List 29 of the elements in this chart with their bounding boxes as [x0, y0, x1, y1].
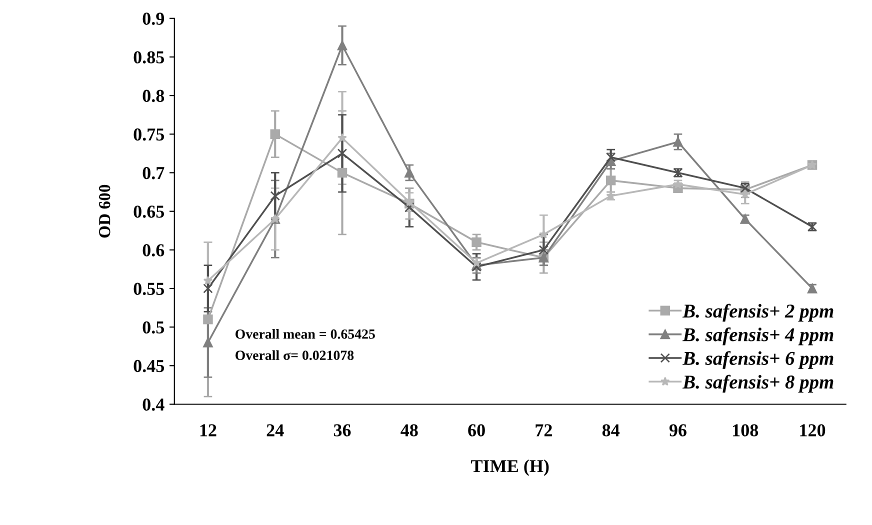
y-tick-label: 0.55	[134, 282, 164, 296]
x-tick-label: 24	[266, 424, 284, 436]
x-tick-label: 72	[536, 424, 552, 436]
x-tick-label: 84	[602, 424, 620, 436]
annotation: Overall σ= 0.021078	[236, 350, 354, 360]
y-tick-label: 0.65	[134, 206, 164, 218]
x-tick-label: 108	[733, 424, 758, 436]
y-tick-label: 0.6	[142, 244, 164, 256]
legend-label: B. safensis+ 2 ppm	[682, 304, 834, 322]
x-tick-label: 96	[669, 424, 686, 436]
x-tick-label: 36	[334, 424, 351, 436]
x-axis-title: TIME (H)	[471, 460, 549, 476]
x-tick-label: 60	[468, 424, 485, 436]
y-tick-label: 0.45	[134, 360, 164, 372]
y-tick-label: 0.85	[134, 51, 164, 64]
y-tick-label: 0.9	[142, 12, 164, 25]
legend-label: B. safensis+ 8 ppm	[682, 374, 834, 393]
y-tick-label: 0.7	[142, 166, 164, 180]
y-axis-title: OD 600	[99, 184, 110, 238]
legend-label: B. safensis+ 6 ppm	[682, 351, 834, 369]
y-tick-label: 0.5	[142, 321, 164, 334]
x-tick-label: 12	[200, 424, 216, 436]
y-tick-label: 0.4	[142, 398, 164, 411]
y-tick-label: 0.75	[134, 128, 164, 141]
legend-label: B. safensis+ 4 ppm	[682, 327, 834, 346]
annotation: Overall mean = 0.65425	[236, 329, 375, 339]
x-tick-label: 48	[400, 424, 418, 436]
x-tick-label: 120	[800, 424, 826, 436]
y-tick-label: 0.8	[142, 90, 164, 102]
